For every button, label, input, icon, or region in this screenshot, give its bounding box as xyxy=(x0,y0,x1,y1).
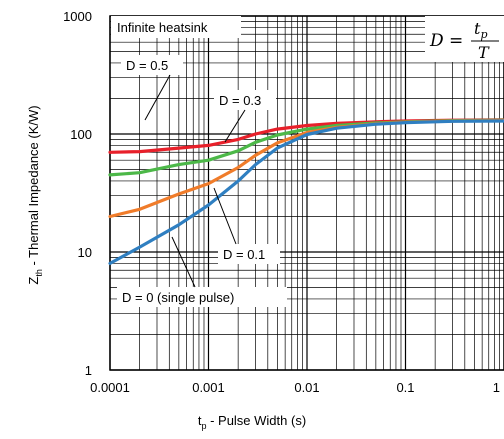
svg-text:D = 0.3: D = 0.3 xyxy=(219,93,261,108)
y-tick-label: 100 xyxy=(70,127,92,142)
infinite-heatsink-box xyxy=(111,16,241,38)
x-tick-label: 0.01 xyxy=(294,380,319,395)
formula-denominator: T xyxy=(478,43,490,62)
x-axis-label: tp - Pulse Width (s) xyxy=(198,413,306,431)
infinite-heatsink-label: Infinite heatsink xyxy=(117,20,208,35)
callout-d0: D = 0 (single pulse) xyxy=(117,236,287,307)
formula-lhs: D = xyxy=(429,31,463,51)
svg-text:D = 0.1: D = 0.1 xyxy=(223,247,265,262)
minor-gridlines xyxy=(110,16,504,370)
svg-text:D = 0.5: D = 0.5 xyxy=(126,58,168,73)
x-tick-label: 0.001 xyxy=(192,380,225,395)
callout-d05: D = 0.5 xyxy=(121,55,183,121)
x-tick-label: 0.0001 xyxy=(90,380,130,395)
callout-d03: D = 0.3 xyxy=(214,90,276,143)
svg-text:D = 0 (single pulse): D = 0 (single pulse) xyxy=(122,290,234,305)
y-tick-label: 1 xyxy=(85,363,92,378)
x-tick-label: 1 xyxy=(493,380,500,395)
x-tick-label: 0.1 xyxy=(396,380,414,395)
x-tick-labels: 0.0001 0.001 0.01 0.1 1 xyxy=(90,380,500,395)
y-tick-label: 10 xyxy=(78,245,92,260)
y-tick-label: 1000 xyxy=(63,9,92,24)
series-line-3 xyxy=(108,119,504,265)
formula-numerator: tp xyxy=(474,19,487,41)
y-axis-label: Zth - Thermal Impedance (K/W) xyxy=(26,105,44,284)
callout-d01: D = 0.1 xyxy=(213,187,280,264)
y-tick-labels: 1 10 100 1000 xyxy=(63,9,92,378)
formula-box xyxy=(425,16,504,62)
plot-frame xyxy=(109,15,504,371)
series-group xyxy=(108,118,504,265)
